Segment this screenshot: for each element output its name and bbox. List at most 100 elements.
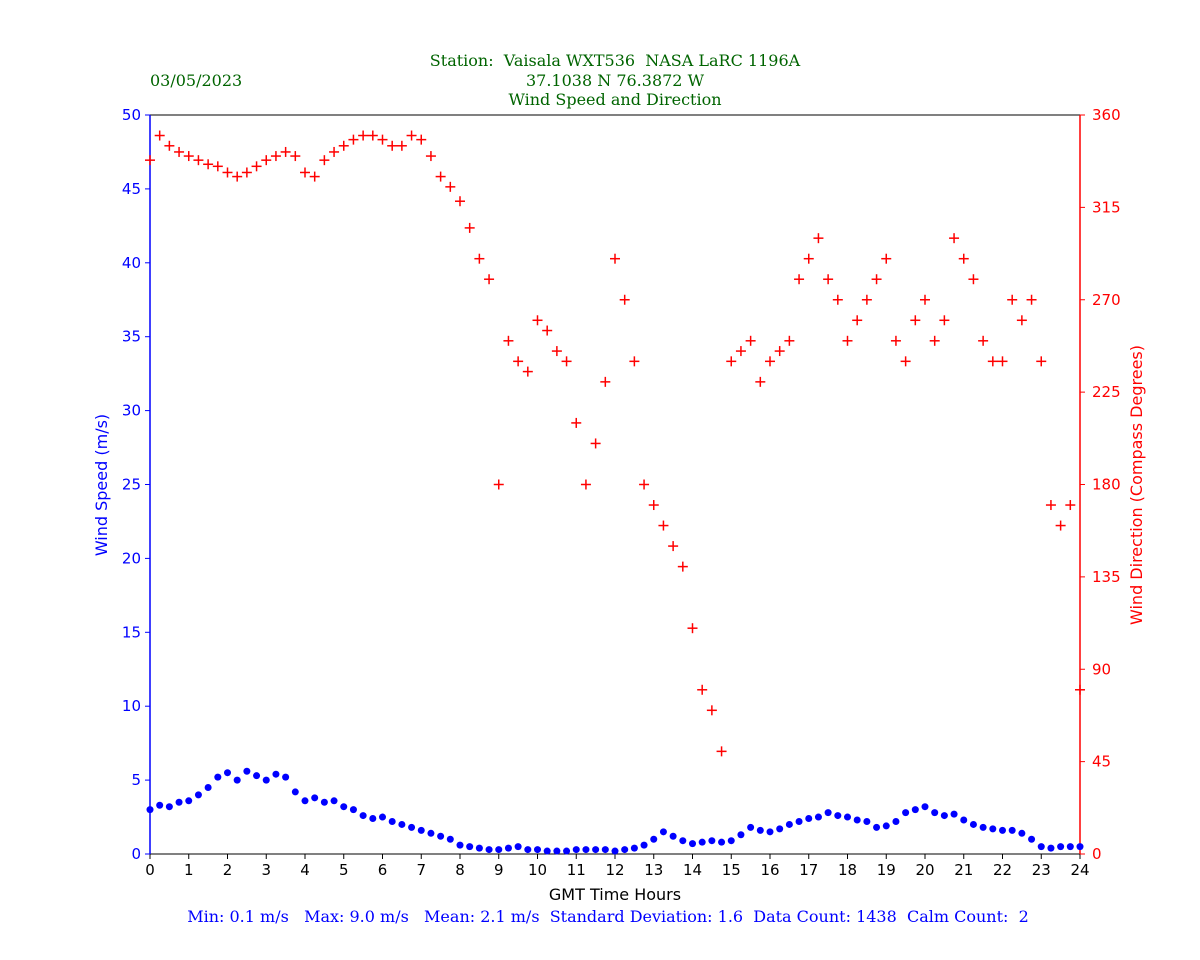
direction-point bbox=[745, 335, 756, 346]
speed-point bbox=[960, 816, 968, 824]
direction-point bbox=[193, 155, 204, 166]
direction-point bbox=[561, 356, 572, 367]
direction-point bbox=[765, 356, 775, 367]
chart-date: 03/05/2023 bbox=[150, 71, 242, 90]
speed-point bbox=[1047, 844, 1055, 852]
speed-point bbox=[359, 812, 367, 820]
direction-point bbox=[600, 376, 611, 387]
direction-point bbox=[493, 479, 504, 490]
direction-point bbox=[687, 623, 698, 634]
y-right-tick-label: 0 bbox=[1092, 845, 1102, 863]
x-tick-label: 3 bbox=[261, 861, 271, 879]
direction-point bbox=[726, 356, 737, 367]
speed-point bbox=[349, 806, 357, 814]
speed-point bbox=[902, 809, 910, 817]
speed-point bbox=[214, 773, 222, 781]
chart-title-coords: 37.1038 N 76.3872 W bbox=[526, 71, 705, 90]
direction-point bbox=[610, 253, 620, 264]
direction-point bbox=[1075, 684, 1085, 695]
y-left-tick-label: 40 bbox=[122, 254, 141, 272]
direction-point bbox=[212, 161, 223, 172]
speed-point bbox=[204, 783, 212, 791]
direction-point bbox=[396, 140, 407, 151]
direction-point bbox=[910, 315, 921, 326]
y-right-tick-label: 225 bbox=[1092, 383, 1121, 401]
left-y-axis: 0 5 10 15 20 25 30 35 40 45 50 bbox=[122, 106, 150, 863]
direction-point bbox=[542, 325, 553, 336]
direction-point bbox=[358, 130, 369, 141]
y-left-tick-label: 5 bbox=[131, 771, 141, 789]
speed-point bbox=[1008, 826, 1016, 834]
direction-point bbox=[503, 335, 514, 346]
direction-point bbox=[890, 335, 901, 346]
speed-point bbox=[224, 769, 231, 777]
speed-point bbox=[737, 831, 745, 839]
speed-point bbox=[911, 806, 919, 814]
speed-point bbox=[330, 797, 338, 805]
speed-point bbox=[640, 841, 648, 849]
speed-point bbox=[863, 817, 871, 825]
y-left-tick-label: 10 bbox=[122, 697, 141, 715]
speed-point bbox=[446, 835, 454, 843]
direction-point bbox=[270, 151, 281, 162]
speed-point bbox=[882, 822, 890, 830]
speed-point bbox=[931, 809, 939, 817]
x-tick-label: 5 bbox=[339, 861, 349, 879]
direction-point bbox=[949, 233, 960, 244]
direction-point bbox=[290, 151, 301, 162]
x-tick-label: 2 bbox=[223, 861, 233, 879]
speed-point bbox=[1028, 835, 1036, 843]
y-right-tick-label: 135 bbox=[1092, 568, 1121, 586]
y-left-tick-label: 20 bbox=[122, 549, 141, 567]
speed-point bbox=[456, 841, 464, 849]
y-right-tick-label: 360 bbox=[1092, 106, 1121, 124]
direction-point bbox=[1026, 294, 1037, 305]
speed-point bbox=[718, 838, 726, 846]
speed-point bbox=[679, 837, 687, 845]
direction-point bbox=[513, 356, 524, 367]
direction-point bbox=[706, 705, 717, 716]
direction-point bbox=[794, 274, 805, 285]
speed-point bbox=[165, 803, 173, 811]
speed-point bbox=[989, 825, 997, 833]
speed-point bbox=[175, 798, 183, 806]
x-tick-label: 24 bbox=[1070, 861, 1089, 879]
direction-point bbox=[338, 140, 349, 151]
direction-point bbox=[813, 233, 824, 244]
y-right-tick-label: 315 bbox=[1092, 198, 1121, 216]
direction-series bbox=[145, 130, 1085, 757]
x-axis-label: GMT Time Hours bbox=[549, 885, 681, 904]
speed-point bbox=[320, 798, 328, 806]
speed-point bbox=[999, 826, 1006, 834]
speed-point bbox=[873, 823, 881, 831]
speed-point bbox=[291, 788, 299, 796]
speed-point bbox=[979, 823, 987, 831]
direction-point bbox=[619, 294, 630, 305]
speed-point bbox=[940, 812, 948, 820]
speed-point bbox=[747, 823, 755, 831]
y-left-tick-label: 0 bbox=[131, 845, 141, 863]
x-axis: 0 1 2 3 4 5 6 7 8 9 10 11 12 13 14 15 16 17 18 19 20 21 22 23 24 bbox=[145, 854, 1090, 879]
speed-point bbox=[185, 797, 193, 805]
speed-point bbox=[417, 826, 425, 834]
speed-point bbox=[563, 847, 571, 855]
direction-point bbox=[716, 746, 727, 757]
direction-point bbox=[842, 335, 853, 346]
speed-point bbox=[785, 820, 793, 828]
speed-point bbox=[689, 840, 696, 848]
x-tick-label: 19 bbox=[877, 861, 896, 879]
x-tick-label: 1 bbox=[184, 861, 194, 879]
direction-point bbox=[484, 274, 495, 285]
direction-point bbox=[280, 146, 291, 157]
direction-point bbox=[697, 684, 708, 695]
speed-point bbox=[727, 837, 735, 845]
direction-point bbox=[183, 151, 194, 162]
direction-point bbox=[1036, 356, 1047, 367]
speed-point bbox=[282, 773, 290, 781]
y-right-tick-label: 270 bbox=[1092, 291, 1121, 309]
speed-point bbox=[621, 846, 629, 854]
speed-point bbox=[814, 813, 822, 821]
speed-point bbox=[630, 844, 638, 852]
x-tick-label: 7 bbox=[416, 861, 426, 879]
direction-point bbox=[551, 346, 562, 357]
